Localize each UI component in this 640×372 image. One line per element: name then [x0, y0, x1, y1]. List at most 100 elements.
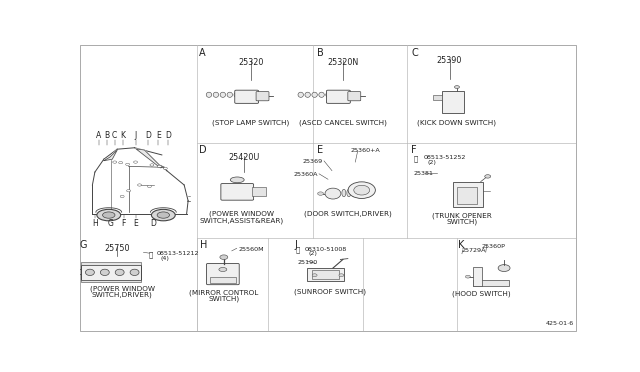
Ellipse shape: [348, 182, 376, 198]
Text: 25320: 25320: [239, 58, 264, 67]
Text: 25190: 25190: [297, 260, 317, 265]
Text: SWITCH,ASSIST&REAR): SWITCH,ASSIST&REAR): [199, 217, 284, 224]
Ellipse shape: [347, 189, 351, 197]
Circle shape: [134, 161, 138, 163]
Text: B: B: [105, 131, 110, 140]
Text: D: D: [165, 131, 171, 140]
Text: E: E: [156, 131, 161, 140]
Ellipse shape: [100, 269, 109, 276]
Circle shape: [484, 175, 491, 178]
Text: B: B: [317, 48, 324, 58]
Bar: [312, 270, 339, 279]
Ellipse shape: [352, 189, 356, 197]
Ellipse shape: [206, 92, 212, 97]
Text: Ⓢ: Ⓢ: [148, 251, 153, 258]
Text: 25381: 25381: [413, 171, 433, 176]
Circle shape: [498, 264, 510, 272]
Ellipse shape: [312, 92, 317, 97]
Text: 08513-51212: 08513-51212: [157, 251, 200, 256]
Text: 25320N: 25320N: [327, 58, 358, 67]
Ellipse shape: [305, 92, 310, 97]
Ellipse shape: [230, 177, 244, 183]
FancyBboxPatch shape: [348, 92, 361, 101]
Bar: [473, 267, 482, 286]
Ellipse shape: [219, 267, 227, 272]
Text: F: F: [122, 218, 126, 228]
Text: 425·01·6: 425·01·6: [545, 321, 573, 326]
Text: 25750: 25750: [104, 244, 130, 253]
Polygon shape: [104, 150, 117, 161]
Ellipse shape: [213, 92, 219, 97]
Ellipse shape: [319, 92, 324, 97]
Text: (2): (2): [308, 251, 317, 256]
Text: D: D: [150, 218, 156, 228]
Circle shape: [127, 190, 131, 192]
Text: (2): (2): [428, 160, 436, 165]
Text: D: D: [145, 131, 152, 140]
Text: K: K: [458, 240, 465, 250]
Ellipse shape: [220, 92, 225, 97]
Circle shape: [312, 274, 317, 277]
Ellipse shape: [157, 212, 170, 218]
Text: Ⓢ: Ⓢ: [413, 155, 417, 161]
Ellipse shape: [234, 92, 239, 97]
FancyBboxPatch shape: [235, 90, 259, 103]
Text: SWITCH): SWITCH): [446, 218, 477, 225]
Circle shape: [465, 275, 470, 278]
Text: A: A: [199, 48, 205, 58]
Bar: [81, 279, 141, 282]
Ellipse shape: [115, 269, 124, 276]
Text: A: A: [96, 131, 102, 140]
Text: H: H: [92, 218, 98, 228]
Text: 25560M: 25560M: [239, 247, 264, 251]
Text: G: G: [80, 240, 88, 250]
Text: (POWER WINDOW: (POWER WINDOW: [90, 286, 155, 292]
Text: (STOP LAMP SWITCH): (STOP LAMP SWITCH): [212, 119, 290, 126]
Circle shape: [339, 274, 344, 277]
Circle shape: [138, 184, 141, 186]
Text: (HOOD SWITCH): (HOOD SWITCH): [452, 291, 511, 298]
Bar: [252, 187, 266, 196]
Text: 25729A: 25729A: [462, 248, 486, 253]
Bar: [433, 95, 442, 100]
Text: G: G: [108, 218, 114, 228]
Text: (TRUNK OPENER: (TRUNK OPENER: [432, 212, 492, 219]
Text: 25420U: 25420U: [228, 154, 259, 163]
Bar: [210, 277, 236, 283]
Text: SWITCH,DRIVER): SWITCH,DRIVER): [92, 292, 152, 298]
Bar: [473, 280, 509, 286]
Polygon shape: [136, 149, 164, 168]
Ellipse shape: [152, 209, 175, 221]
Ellipse shape: [102, 212, 115, 218]
Ellipse shape: [326, 92, 332, 97]
FancyBboxPatch shape: [207, 263, 239, 285]
Ellipse shape: [354, 185, 370, 195]
Text: (POWER WINDOW: (POWER WINDOW: [209, 211, 274, 217]
Text: C: C: [412, 48, 418, 58]
Text: (DOOR SWITCH,DRIVER): (DOOR SWITCH,DRIVER): [304, 211, 392, 217]
Bar: [457, 187, 477, 205]
Bar: [307, 268, 344, 281]
Text: E: E: [317, 145, 323, 155]
Bar: [442, 92, 465, 113]
Text: F: F: [412, 145, 417, 155]
Text: SWITCH): SWITCH): [208, 295, 239, 302]
Circle shape: [118, 161, 123, 164]
Ellipse shape: [130, 269, 139, 276]
Text: (KICK DOWN SWITCH): (KICK DOWN SWITCH): [417, 119, 497, 126]
Text: 25360P: 25360P: [482, 244, 506, 249]
Ellipse shape: [298, 92, 303, 97]
FancyBboxPatch shape: [221, 183, 253, 200]
Text: (ASCD CANCEL SWITCH): (ASCD CANCEL SWITCH): [299, 119, 387, 126]
Ellipse shape: [342, 189, 346, 197]
Ellipse shape: [325, 188, 341, 199]
Text: 25360A: 25360A: [294, 172, 318, 177]
Text: J: J: [294, 240, 297, 250]
Bar: [81, 262, 141, 264]
Ellipse shape: [97, 209, 121, 221]
FancyBboxPatch shape: [326, 90, 350, 103]
Text: Ⓢ: Ⓢ: [296, 247, 300, 253]
Text: H: H: [200, 240, 207, 250]
Circle shape: [120, 195, 124, 198]
Text: K: K: [121, 131, 125, 140]
